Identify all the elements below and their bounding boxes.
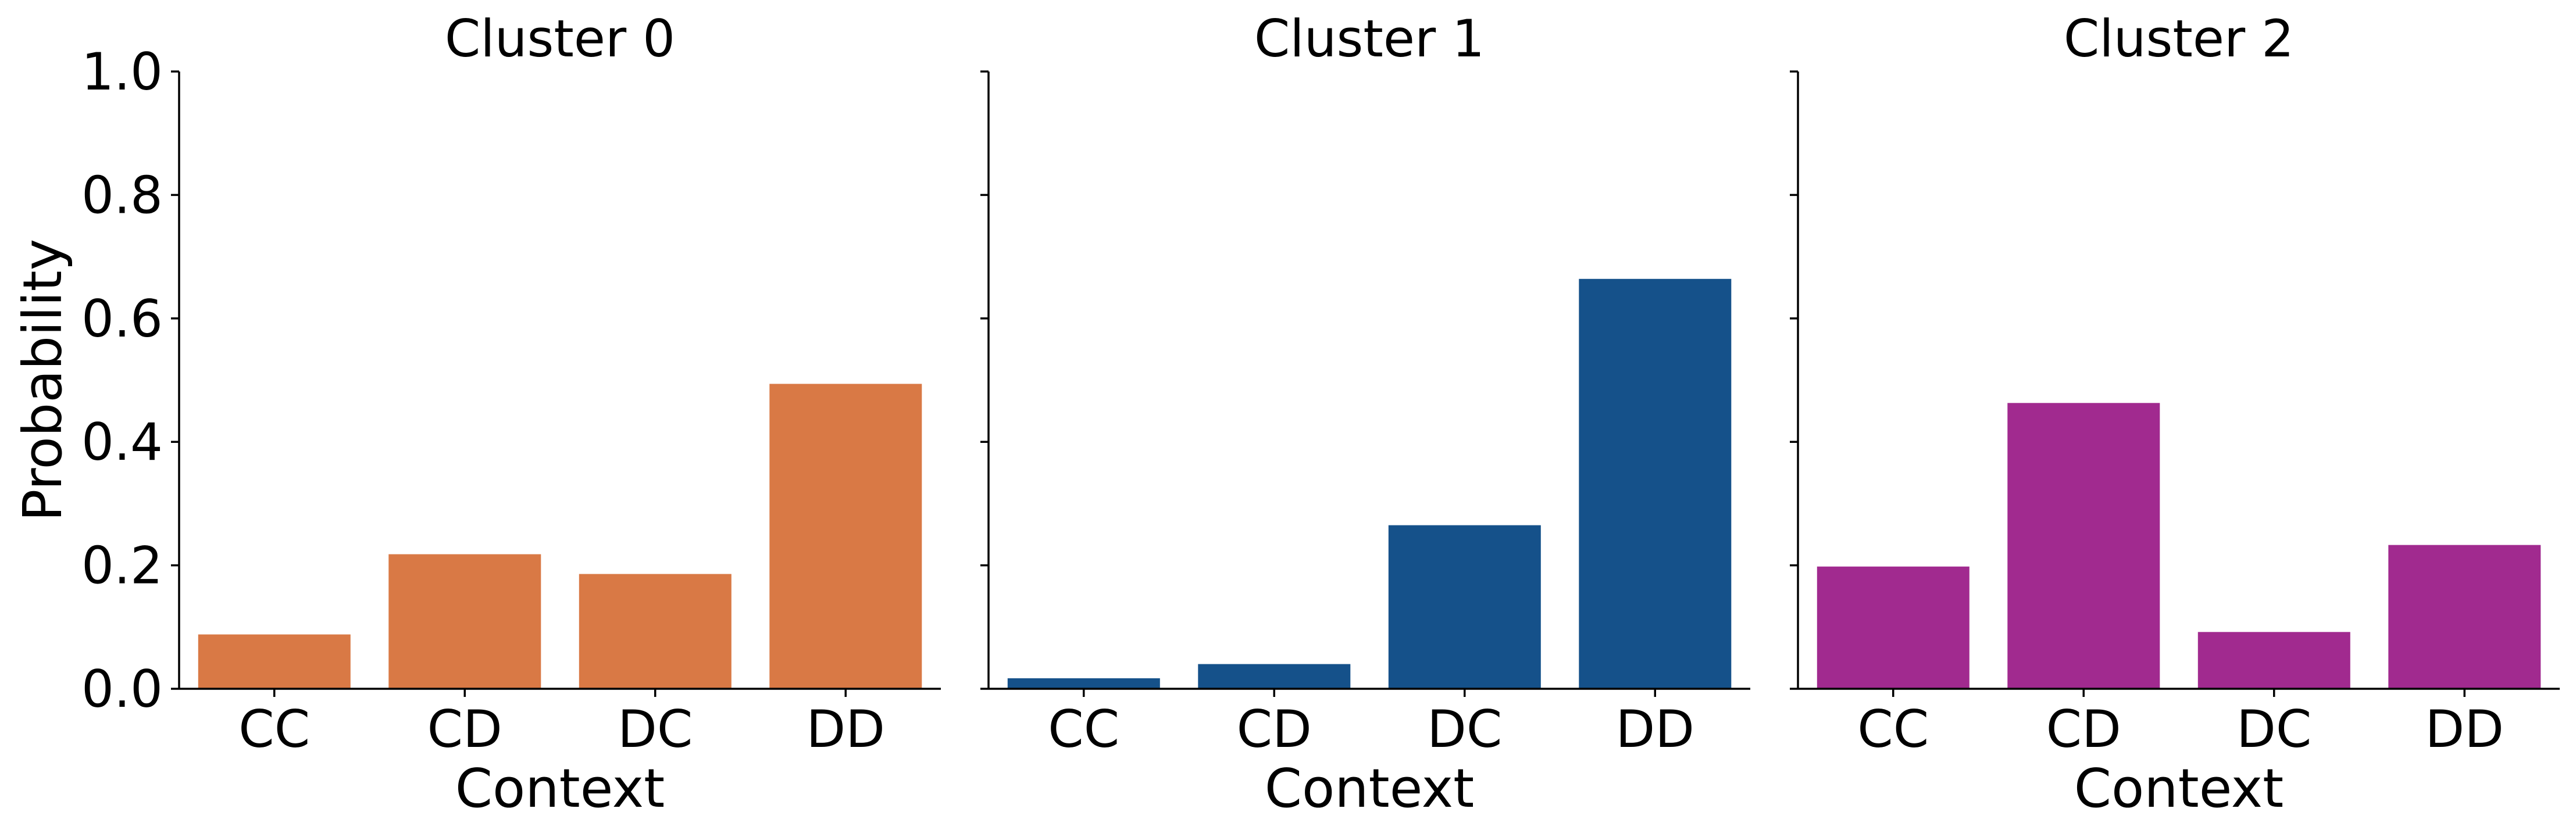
x-tick-label: CC: [238, 699, 310, 759]
x-tick-label: DD: [2425, 699, 2504, 759]
bar-cluster2-dd: [2388, 545, 2541, 689]
y-tick-label: 0.6: [81, 289, 163, 349]
y-tick-label: 1.0: [81, 42, 163, 102]
x-tick-label: DD: [806, 699, 885, 759]
panel-title: Cluster 2: [2064, 9, 2294, 69]
x-tick-label: DD: [1615, 699, 1694, 759]
x-tick-label: CC: [1048, 699, 1119, 759]
bar-cluster2-cc: [1817, 566, 1970, 689]
x-axis-label: Context: [455, 757, 665, 820]
bar-cluster2-cd: [2007, 403, 2160, 689]
panel-title: Cluster 0: [445, 9, 675, 69]
y-tick-label: 0.8: [81, 165, 163, 225]
y-axis-label: Probability: [12, 239, 74, 521]
x-tick-label: DC: [618, 699, 693, 759]
x-tick-label: CD: [427, 699, 502, 759]
bar-cluster1-cc: [1007, 678, 1160, 689]
x-tick-label: DC: [2236, 699, 2311, 759]
y-tick-label: 0.0: [81, 659, 163, 719]
bar-cluster2-dc: [2197, 632, 2350, 689]
bar-cluster0-cd: [388, 554, 541, 689]
bar-cluster0-dd: [769, 384, 922, 689]
x-tick-label: DC: [1427, 699, 1502, 759]
y-tick-label: 0.4: [81, 412, 163, 472]
bar-cluster0-dc: [579, 574, 732, 689]
bar-cluster0-cc: [198, 634, 351, 689]
x-axis-label: Context: [2074, 757, 2284, 820]
panel-title: Cluster 1: [1254, 9, 1485, 69]
x-axis-label: Context: [1265, 757, 1474, 820]
bar-cluster1-dc: [1388, 525, 1541, 689]
x-tick-label: CC: [1857, 699, 1929, 759]
y-tick-label: 0.2: [81, 536, 163, 596]
x-tick-label: CD: [2046, 699, 2121, 759]
bar-cluster1-dd: [1579, 278, 1732, 689]
x-tick-label: CD: [1237, 699, 1312, 759]
bar-cluster1-cd: [1198, 664, 1351, 689]
